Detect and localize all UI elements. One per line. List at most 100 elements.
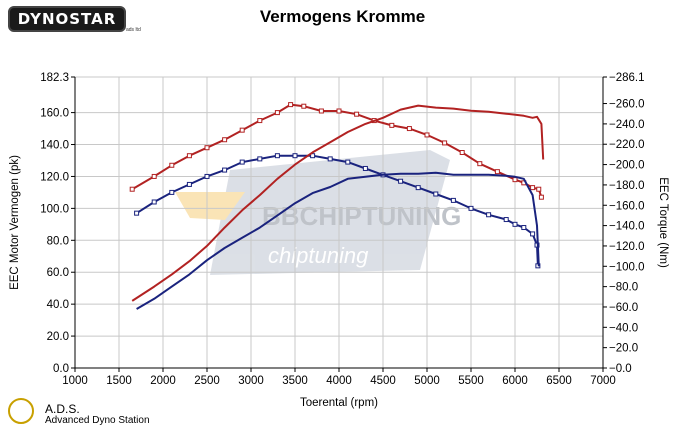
y2-tick-label: −40.0 xyxy=(609,322,638,334)
chart-title: Vermogens Kromme xyxy=(259,7,426,26)
series-1-point xyxy=(222,137,228,143)
series-2-point xyxy=(415,185,421,191)
series-1-point xyxy=(459,150,465,156)
series-1-point xyxy=(318,108,324,114)
series-2-point xyxy=(450,197,456,203)
series-2-point xyxy=(222,167,228,173)
series-1-point xyxy=(406,126,412,132)
x-tick-label: 3000 xyxy=(238,375,264,387)
series-2-point xyxy=(239,159,245,165)
x-tick-label: 6000 xyxy=(502,375,528,387)
ads-title: A.D.S. xyxy=(45,402,80,416)
series-line-4 xyxy=(136,171,540,310)
x-tick-label: 3500 xyxy=(282,375,308,387)
x-tick-label: 2500 xyxy=(194,375,220,387)
series-1-point xyxy=(336,108,342,114)
series-2-point xyxy=(134,210,140,216)
y2-tick-label: −180.0 xyxy=(609,180,645,192)
watermark-sub: chiptuning xyxy=(268,243,369,268)
y2-tick-label: −0.0 xyxy=(609,363,632,375)
x-tick-label: 4000 xyxy=(326,375,352,387)
series-line-3 xyxy=(131,104,545,302)
x-tick-label: 7000 xyxy=(590,375,616,387)
series-2-point xyxy=(310,153,316,159)
series-2-point xyxy=(327,156,333,162)
series-2-point xyxy=(151,199,157,205)
y2-tick-label: −100.0 xyxy=(609,261,645,273)
series-1-point xyxy=(354,111,360,117)
dynostar-logo: DYNOSTAR xyxy=(8,6,126,32)
series-1-point xyxy=(204,145,210,151)
series-2-point xyxy=(204,173,210,179)
series-1-point xyxy=(186,153,192,159)
series-2-point xyxy=(468,205,474,211)
series-1-point xyxy=(530,185,536,191)
series-1-point xyxy=(301,103,307,109)
series-2-point xyxy=(512,221,518,227)
series-1-point xyxy=(442,140,448,146)
series-2-point xyxy=(186,181,192,187)
y-tick-label: 80.0 xyxy=(47,235,69,247)
series-1-point xyxy=(257,118,263,124)
y-tick-label: 182.3 xyxy=(40,72,69,84)
x-tick-label: 2000 xyxy=(150,375,176,387)
y2-tick-label: −286.1 xyxy=(609,72,645,84)
series-2-point xyxy=(398,178,404,184)
series-1-point xyxy=(477,161,483,167)
series-1-point xyxy=(538,194,544,200)
y2-tick-label: −120.0 xyxy=(609,241,645,253)
y2-tick-label: −60.0 xyxy=(609,302,638,314)
y2-tick-label: −80.0 xyxy=(609,282,638,294)
series-1-point xyxy=(389,122,395,128)
series-1-point xyxy=(274,110,280,116)
y-tick-label: 160.0 xyxy=(40,108,69,120)
series-1-point xyxy=(494,169,500,175)
x-tick-label: 5000 xyxy=(414,375,440,387)
x-tick-label: 6500 xyxy=(546,375,572,387)
y-tick-label: 140.0 xyxy=(40,140,69,152)
series-1-point xyxy=(512,177,518,183)
y2-tick-label: −200.0 xyxy=(609,160,645,172)
series-1-point xyxy=(169,162,175,168)
series-1-point xyxy=(151,173,157,179)
logo-subtext: ads ltd xyxy=(126,27,141,33)
series-2-point xyxy=(169,189,175,195)
series-2-point xyxy=(503,217,509,223)
series-2-point xyxy=(521,225,527,231)
series-1-point xyxy=(239,127,245,133)
x-tick-label: 1000 xyxy=(62,375,88,387)
series-2-point xyxy=(345,159,351,165)
series-1-point xyxy=(129,186,135,192)
series-1-point xyxy=(288,102,294,108)
series-1-point xyxy=(424,132,430,138)
y-tick-label: 0.0 xyxy=(53,363,69,375)
x-tick-label: 5500 xyxy=(458,375,484,387)
series-2-point xyxy=(257,156,263,162)
y-axis-label: EEC Motor Vermogen (pk) xyxy=(9,155,21,290)
series-2-point xyxy=(433,191,439,197)
y2-axis-label: EEC Torque (Nm) xyxy=(657,177,669,268)
y2-tick-label: −140.0 xyxy=(609,221,645,233)
series-2-point xyxy=(530,231,536,237)
y-tick-label: 120.0 xyxy=(40,171,69,183)
y-tick-label: 60.0 xyxy=(47,267,69,279)
y-tick-label: 100.0 xyxy=(40,203,69,215)
series-2-point xyxy=(292,153,298,159)
y-tick-label: 20.0 xyxy=(47,331,69,343)
ads-subtitle: Advanced Dyno Station xyxy=(45,415,150,426)
series-2-point xyxy=(274,153,280,159)
x-tick-label: 1500 xyxy=(106,375,132,387)
x-tick-label: 4500 xyxy=(370,375,396,387)
x-axis-label: Toerental (rpm) xyxy=(300,397,378,409)
series-2-point xyxy=(486,212,492,218)
y2-tick-label: −260.0 xyxy=(609,99,645,111)
y2-tick-label: −20.0 xyxy=(609,343,638,355)
y-tick-label: 40.0 xyxy=(47,299,69,311)
y2-tick-label: −160.0 xyxy=(609,200,645,212)
ads-logo-icon xyxy=(8,398,34,424)
y2-tick-label: −220.0 xyxy=(609,139,645,151)
series-2-point xyxy=(362,165,368,171)
series-1-point xyxy=(536,186,542,192)
